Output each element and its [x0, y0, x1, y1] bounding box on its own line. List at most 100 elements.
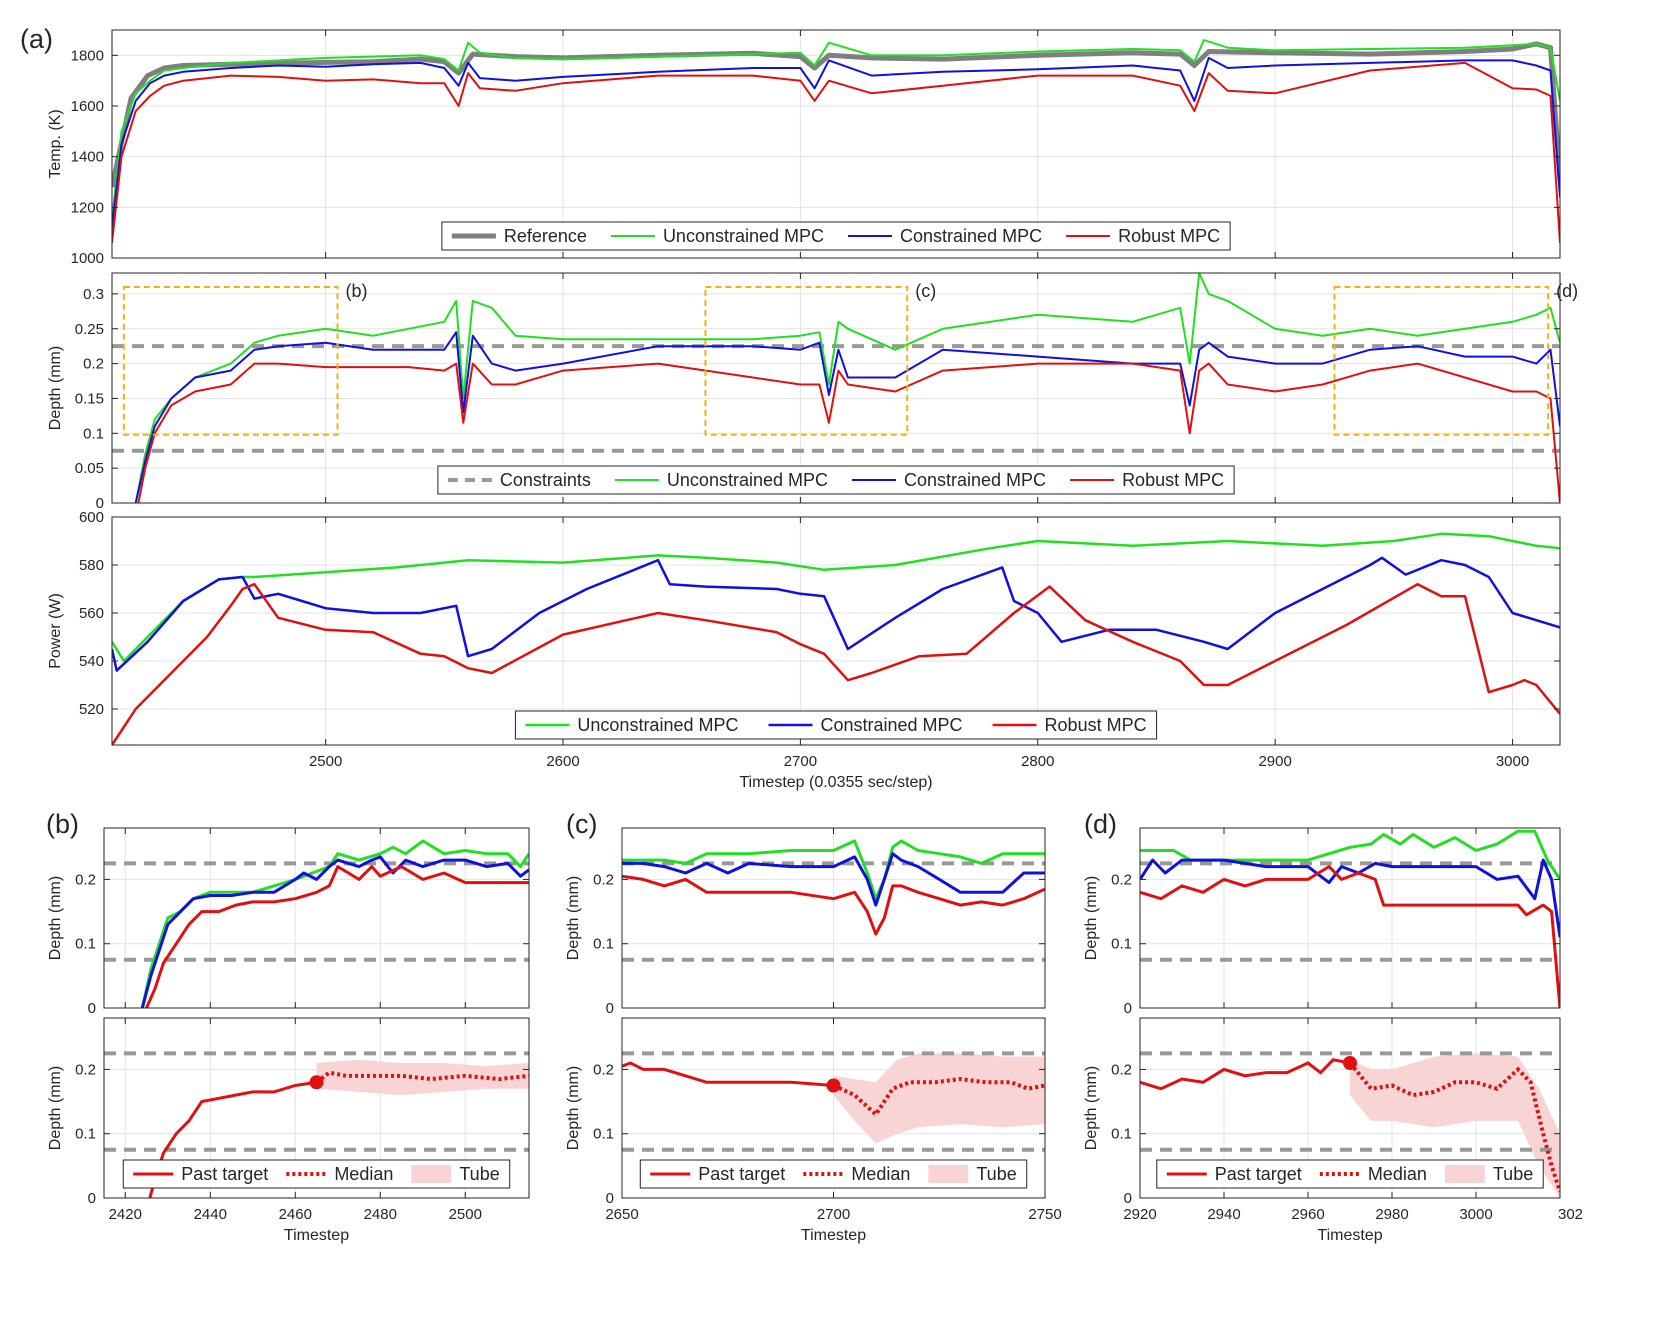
y-axis-label: Depth (mm)	[47, 876, 64, 960]
y-tick-label: 0.2	[1111, 1061, 1132, 1078]
legend: Past target Median Tube	[1156, 1159, 1544, 1189]
plot-content	[104, 839, 529, 1008]
current-point-marker	[826, 1078, 841, 1093]
series-unconstrained-mpc	[134, 273, 1560, 503]
legend-item-unconstrained-mpc: Unconstrained MPC	[610, 226, 824, 246]
legend: Past target Median Tube	[122, 1159, 511, 1189]
y-tick-label: 0	[88, 1000, 96, 1017]
ticks	[112, 30, 1560, 259]
legend-label: Past target	[698, 1164, 785, 1184]
ticks	[1139, 1018, 1560, 1199]
x-tick-label: 2800	[1021, 753, 1054, 770]
series-robust-mpc	[112, 582, 1560, 745]
x-tick-label: 2700	[784, 753, 817, 770]
y-tick-label: 0.1	[593, 936, 614, 953]
ticks	[621, 1018, 1046, 1199]
y-tick-label: 1400	[71, 149, 104, 166]
y-tick-label: 0.3	[83, 286, 104, 303]
axes-box	[111, 272, 1561, 504]
legend: Constraints Unconstrained MPC Constrained …	[437, 465, 1235, 495]
axes-box	[1139, 827, 1561, 1009]
legend-item-median: Median	[286, 1164, 393, 1184]
plot-content	[1140, 829, 1560, 1008]
legend: Past target Median Tube	[639, 1159, 1028, 1189]
x-axis-label: Timestep	[1317, 1227, 1382, 1244]
legend-item-past-target: Past target	[1166, 1164, 1302, 1184]
legend-item-past-target: Past target	[650, 1164, 785, 1184]
tube-band	[833, 1053, 1045, 1144]
y-tick-label: 1000	[71, 250, 104, 267]
legend-label: Unconstrained MPC	[667, 470, 828, 490]
legend-label: Unconstrained MPC	[663, 226, 824, 246]
panel-label: (b)	[46, 809, 79, 839]
series-past-target	[148, 1080, 317, 1198]
legend-item-constrained-mpc: Constrained MPC	[848, 226, 1042, 246]
legend-box	[514, 710, 1158, 740]
chart-a1: 1000 1200 1400 1600 1800 Temp. (K) (a) Referenc…	[20, 24, 1561, 267]
panel-label: (a)	[20, 24, 53, 54]
x-axis-label: Timestep	[284, 1227, 349, 1244]
legend-label: Robust MPC	[1118, 226, 1220, 246]
legend-item-median: Median	[803, 1164, 910, 1184]
x-tick-label: 2900	[1258, 753, 1291, 770]
legend-label: Median	[851, 1164, 910, 1184]
axes-box	[103, 1017, 530, 1199]
y-tick-label: 0.2	[75, 871, 96, 888]
legend-label: Median	[334, 1164, 393, 1184]
tube-band	[1350, 1053, 1560, 1198]
legend-label: Tube	[459, 1164, 499, 1184]
x-tick-label: 2460	[279, 1206, 312, 1223]
legend-label: Reference	[504, 226, 587, 246]
chart-d1: 0 0.1 0.2 Depth (mm) (d)	[1083, 809, 1561, 1017]
plot-area	[1140, 828, 1560, 1008]
series-unconstrained-mpc	[622, 839, 1045, 901]
x-tick-label: 3000	[1459, 1206, 1492, 1223]
y-tick-label: 0.1	[1111, 1126, 1132, 1143]
legend-item-tube: Tube	[928, 1164, 1017, 1184]
legend-item-unconstrained-mpc: Unconstrained MPC	[525, 715, 738, 735]
y-tick-label: 0.2	[593, 1061, 614, 1078]
panel-label: (c)	[566, 809, 597, 839]
y-tick-label: 540	[79, 653, 104, 670]
legend-label: Tube	[1493, 1164, 1533, 1184]
y-tick-label: 0.1	[1111, 936, 1132, 953]
series-reference	[112, 41, 1560, 188]
plot-content	[104, 1051, 529, 1198]
axes-box	[111, 29, 1561, 259]
ticks	[1139, 828, 1560, 1009]
ticks	[621, 828, 1046, 1009]
legend-label: Constraints	[500, 470, 591, 490]
chart-d2: 0 0.1 0.2 2920 2940 2960 2980 3000 302 Depth (mm)…	[1083, 1017, 1583, 1244]
x-tick-label: 2480	[364, 1206, 397, 1223]
chart-b2: 0 0.1 0.2 2420 2440 2460 2480 2500 Depth (mm) Tim…	[47, 1017, 530, 1244]
legend-swatch	[928, 1165, 969, 1183]
legend-swatch	[1444, 1165, 1485, 1183]
x-axis-label: Timestep	[801, 1227, 866, 1244]
legend-label: Robust MPC	[1045, 715, 1147, 735]
current-point-marker	[309, 1075, 324, 1090]
x-tick-label: 2500	[309, 753, 342, 770]
legend-label: Median	[1368, 1164, 1427, 1184]
series-constrained-mpc	[622, 852, 1045, 907]
zoom-box-label: (c)	[915, 281, 936, 301]
y-axis-label: Power (W)	[47, 593, 64, 669]
y-tick-label: 0.2	[1111, 871, 1132, 888]
series-past-target	[1140, 1058, 1351, 1091]
legend-item-past-target: Past target	[133, 1164, 268, 1184]
current-point-marker	[1343, 1056, 1357, 1070]
y-axis-label: Depth (mm)	[565, 1066, 582, 1150]
legend-item-median: Median	[1319, 1164, 1427, 1184]
plot-content	[112, 273, 1560, 503]
x-tick-label: 2500	[449, 1206, 482, 1223]
y-tick-label: 580	[79, 557, 104, 574]
legend-item-reference: Reference	[451, 226, 587, 246]
series-unconstrained-mpc	[112, 39, 1560, 221]
chart-b1: 0 0.1 0.2 Depth (mm) (b)	[46, 809, 530, 1017]
zoom-box-label: (d)	[1556, 281, 1578, 301]
chart-a3: 520 540 560 580 600 2500 2600 2700 2800 2900 3000 P…	[47, 509, 1561, 791]
series-median	[1348, 1061, 1560, 1193]
plot-content	[622, 839, 1045, 962]
series-robust-mpc	[112, 61, 1560, 243]
legend-label: Constrained MPC	[820, 715, 962, 735]
